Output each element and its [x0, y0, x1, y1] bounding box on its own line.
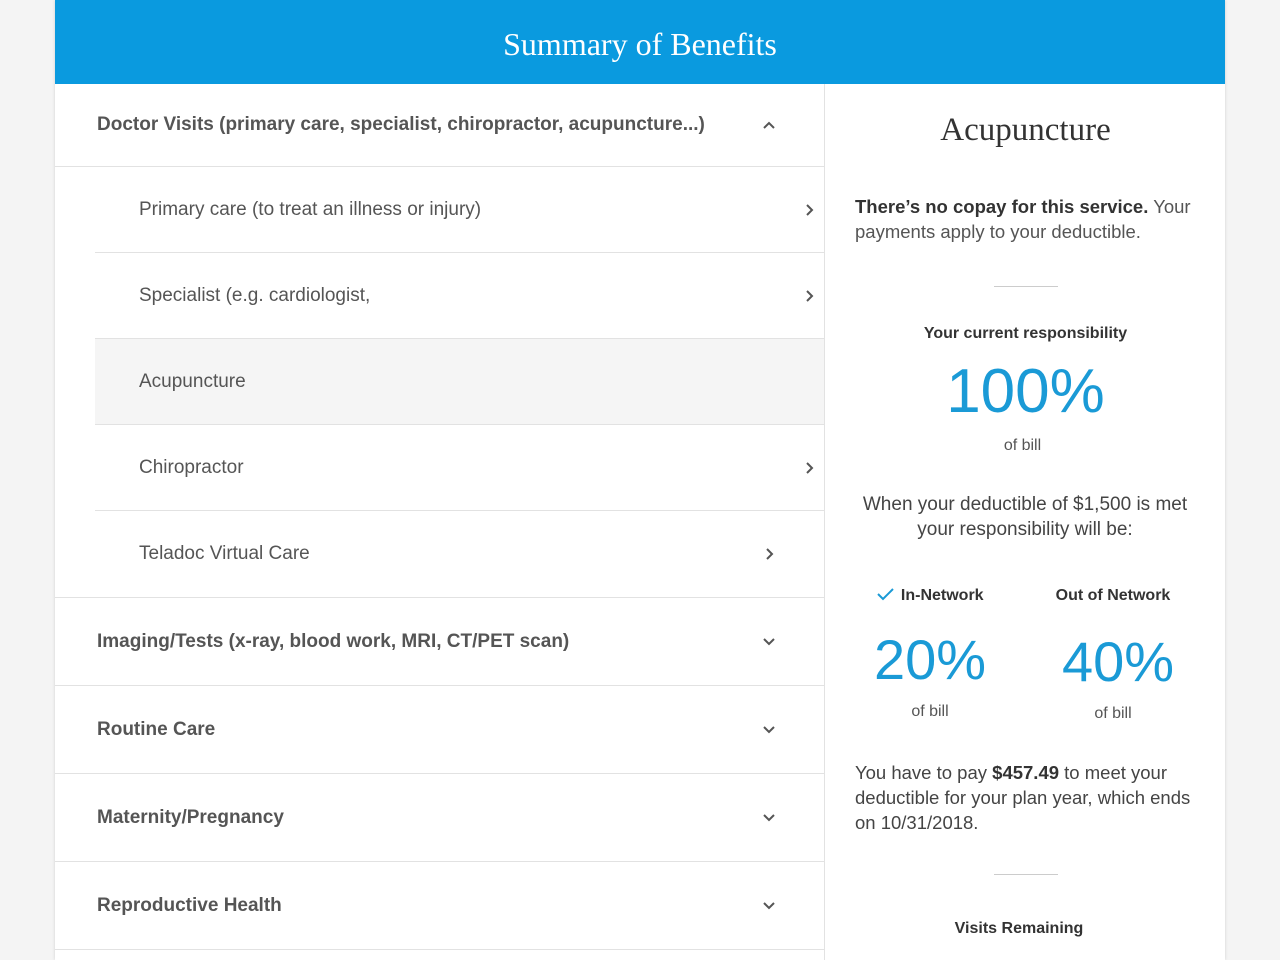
- open-icon: [806, 203, 814, 216]
- copay-text: There’s no copay for this service. Your …: [855, 194, 1205, 244]
- current-unit: of bill: [1003, 437, 1042, 454]
- out-network-unit: of bill: [1094, 705, 1132, 722]
- pay-text: You have to pay $457.49 to meet your ded…: [855, 760, 1205, 835]
- deductible-text: When your deductible of $1,500 is met yo…: [862, 494, 1188, 540]
- subcategory-row[interactable]: Primary care (to treat an illness or inj…: [95, 167, 824, 253]
- detail-panel: Acupuncture There’s no copay for this se…: [824, 84, 1225, 960]
- subcategory-label: Acupuncture: [139, 370, 246, 392]
- collapse-icon: [763, 121, 775, 129]
- in-network-text: In-Network: [900, 587, 984, 604]
- category-row[interactable]: Imaging/Tests (x-ray, blood work, MRI, C…: [55, 598, 824, 686]
- copay-rest: Your payments apply to your deductible.: [855, 196, 1191, 242]
- open-icon: [806, 461, 814, 474]
- subcategory-label: Teladoc Virtual Care: [139, 543, 310, 564]
- open-icon: [806, 289, 814, 302]
- category-row[interactable]: Reproductive Health: [55, 862, 824, 950]
- out-network-value: 40%: [1061, 630, 1175, 693]
- category-label: Imaging/Tests (x-ray, blood work, MRI, C…: [97, 630, 570, 652]
- expand-icon: [763, 813, 775, 821]
- subcategory-label: Specialist (e.g. cardiologist,: [139, 284, 371, 306]
- visits-label: Visits Remaining: [954, 920, 1084, 937]
- open-icon: [766, 548, 774, 560]
- expand-icon: [763, 637, 775, 645]
- pay-amount: $457.49: [992, 762, 1060, 783]
- category-row[interactable]: Routine Care: [55, 686, 824, 774]
- subcategory-row-selected[interactable]: Acupuncture: [95, 339, 824, 425]
- subcategory-label: Primary care (to treat an illness or inj…: [139, 198, 482, 220]
- subcategory-row[interactable]: Teladoc Virtual Care: [55, 511, 824, 598]
- divider: [994, 874, 1058, 875]
- expand-icon: [763, 901, 775, 909]
- benefits-card: Summary of Benefits Doctor Visits (prima…: [55, 0, 1225, 960]
- category-label: Routine Care: [97, 718, 216, 740]
- current-label: Your current responsibility: [923, 325, 1128, 342]
- pay-pre: You have to pay: [855, 762, 988, 783]
- pay-post: to meet your deductible for your plan ye…: [855, 762, 1191, 833]
- divider: [994, 286, 1058, 287]
- subcategory-label: Chiropractor: [139, 456, 244, 478]
- in-network-value: 20%: [873, 628, 987, 691]
- subcategory-row[interactable]: Chiropractor: [95, 425, 824, 511]
- current-value: 100%: [946, 357, 1105, 426]
- detail-title: Acupuncture: [940, 112, 1111, 148]
- check-icon: [877, 588, 895, 601]
- category-label: Reproductive Health: [97, 894, 282, 916]
- copay-bold: There’s no copay for this service.: [855, 196, 1149, 217]
- header-title: Summary of Benefits: [55, 0, 1225, 84]
- out-network-label: Out of Network: [1055, 587, 1171, 604]
- subcategory-row[interactable]: Specialist (e.g. cardiologist,: [95, 253, 824, 339]
- category-list: Doctor Visits (primary care, specialist,…: [55, 84, 824, 950]
- category-label: Maternity/Pregnancy: [97, 806, 284, 828]
- category-row[interactable]: Doctor Visits (primary care, specialist,…: [55, 84, 824, 167]
- in-network-unit: of bill: [911, 703, 949, 720]
- in-network-label: In-Network: [855, 587, 1005, 605]
- category-label: Doctor Visits (primary care, specialist,…: [97, 114, 705, 135]
- category-row[interactable]: Maternity/Pregnancy: [55, 774, 824, 862]
- expand-icon: [763, 725, 775, 733]
